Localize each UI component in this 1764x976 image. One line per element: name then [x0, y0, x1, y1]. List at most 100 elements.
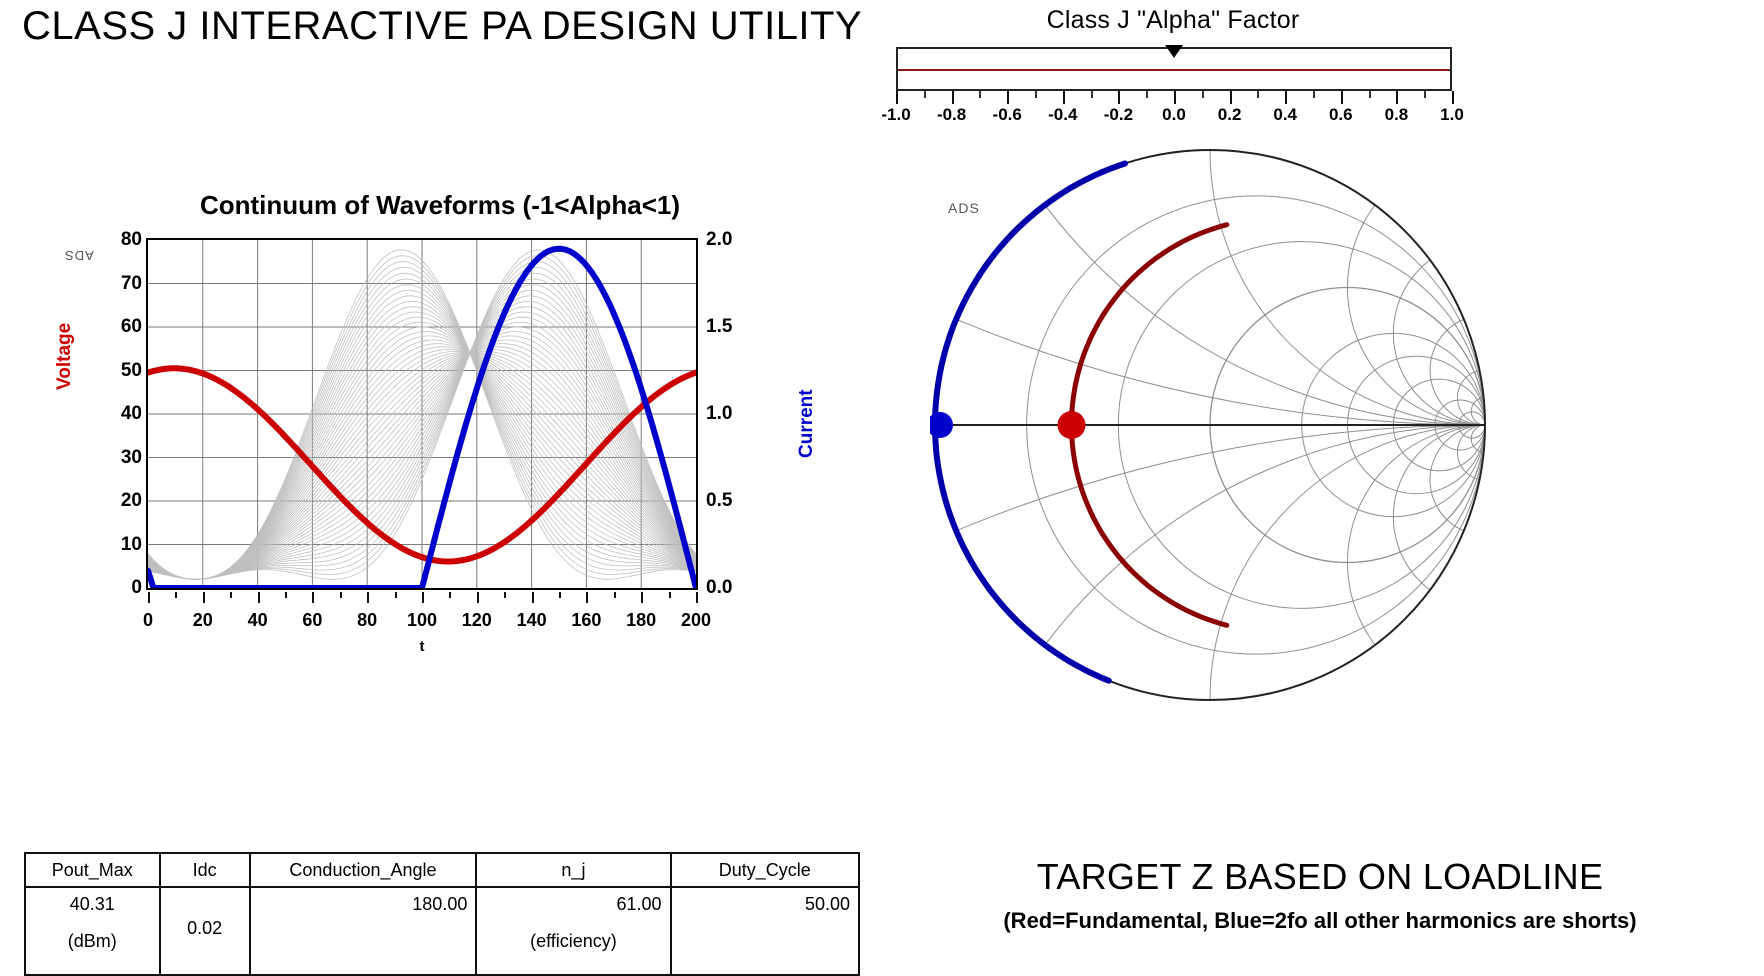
- smith-reactance-arc: [1392, 424, 1484, 609]
- alpha-tick-major: [1118, 91, 1121, 104]
- harmonic-trace: [931, 160, 1128, 684]
- x-axis-tick: [422, 592, 424, 603]
- x-axis-tick-minor: [175, 592, 178, 598]
- cell-duty-cycle: 50.00: [669, 886, 861, 976]
- x-axis-tick-minor: [230, 592, 233, 598]
- current-trace: [148, 245, 696, 588]
- alpha-tick-label: -0.8: [936, 105, 967, 124]
- alpha-tick-major: [1285, 91, 1288, 104]
- results-table: Pout_Max Idc Conduction_Angle n_j Duty_C…: [24, 852, 861, 976]
- x-axis-tick: [312, 592, 315, 603]
- y-axis-right-tick-label: 0.0: [706, 577, 733, 598]
- alpha-tick-label: 1.0: [1440, 105, 1464, 124]
- alpha-slider-redline: [898, 69, 1450, 71]
- x-axis-tick: [476, 592, 479, 603]
- target-z-block: TARGET Z BASED ON LOADLINE (Red=Fundamen…: [890, 856, 1750, 934]
- y-axis-left-tick-label: 60: [120, 316, 142, 337]
- alpha-tick-minor: [1146, 91, 1149, 98]
- alpha-tick-minor: [1090, 91, 1093, 98]
- alpha-tick-label: -0.6: [992, 105, 1022, 124]
- cell-conduction-angle: 180.00: [248, 886, 478, 976]
- alpha-tick-label: 0.8: [1384, 105, 1409, 124]
- alpha-tick-major: [1396, 91, 1399, 104]
- alpha-tick-major: [1174, 91, 1176, 104]
- smith-reactance-arc: [1457, 424, 1484, 481]
- cell-idc: 0.02: [158, 886, 251, 976]
- smith-chart-svg[interactable]: [927, 140, 1490, 720]
- alpha-factor-panel: Class J "Alpha" Factor -1.0 -0.8 -0.6 -0.4-…: [881, 6, 1464, 124]
- smith-reactance-arc: [936, 151, 1484, 426]
- alpha-tick-label: -1.0: [881, 105, 911, 124]
- x-axis-tick-label: 80: [357, 610, 378, 630]
- y-axis-left-tick-label: 10: [120, 533, 142, 555]
- y-axis-right-tick-label: 1.5: [706, 316, 733, 337]
- smith-reactance-arc: [1429, 314, 1484, 426]
- x-axis-tick-label: 0: [142, 610, 154, 630]
- x-axis-tick-label: 40: [247, 610, 268, 630]
- target-z-subtitle: (Red=Fundamental, Blue=2fo all other har…: [1003, 908, 1637, 933]
- alpha-tick-minor: [1201, 91, 1204, 98]
- alpha-slider[interactable]: -1.0 -0.8 -0.6 -0.4 -0.2 0.0 0.2 0.4 0.6 0.8 1.0: [881, 43, 1464, 124]
- x-axis-tick-minor: [339, 592, 342, 598]
- cell-n-j: 61.00 (efficiency): [475, 886, 672, 976]
- smith-reactance-arc: [1457, 369, 1484, 426]
- alpha-slider-tick-labels: -1.0 -0.8 -0.6 -0.4 -0.2 0.0 0.2 0.4 0.6 0.8 1.0: [881, 105, 1463, 129]
- y-axis-right-tick-label: 2.0: [706, 229, 733, 250]
- harmonic-marker[interactable]: [927, 412, 953, 438]
- y-axis-right-ticks: 2.0 1.5 1.0 0.5 0.0: [706, 229, 776, 598]
- x-axis-tick-minor: [449, 592, 452, 598]
- th-n-j: n_j: [475, 852, 672, 888]
- x-axis-tick: [531, 592, 534, 603]
- th-duty-cycle: Duty_Cycle: [669, 852, 861, 888]
- y-axis-left-tick-label: 50: [120, 359, 142, 381]
- x-axis-label: t: [419, 638, 425, 655]
- x-axis-tick: [367, 592, 370, 603]
- alpha-slider-ticks: [896, 91, 1454, 105]
- y-axis-left-label: Voltage: [54, 322, 75, 390]
- table-row: 40.31 (dBm) 0.02 180.00 61.00 (efficienc…: [24, 886, 861, 976]
- alpha-tick-minor: [979, 91, 982, 98]
- alpha-tick-label: 0.6: [1328, 105, 1353, 124]
- unit-pout-max: (dBm): [67, 931, 117, 951]
- x-axis-tick: [148, 592, 150, 603]
- unit-n-j: (efficiency): [530, 931, 617, 951]
- alpha-tick-label: 0.2: [1217, 105, 1242, 124]
- waveform-plot-canvas[interactable]: [146, 238, 698, 590]
- alpha-tick-label: 0.4: [1273, 105, 1298, 124]
- smith-reactance-arc: [1429, 424, 1484, 536]
- page-title: CLASS J INTERACTIVE PA DESIGN UTILITY: [22, 4, 863, 48]
- alpha-slider-thumb[interactable]: [1165, 45, 1183, 58]
- table-header-row: Pout_Max Idc Conduction_Angle n_j Duty_C…: [24, 852, 861, 888]
- x-axis-tick-minor: [285, 592, 287, 598]
- x-axis-tick-label: 160: [571, 610, 602, 630]
- alpha-tick-major: [1062, 91, 1065, 104]
- y-axis-left-tick-label: 40: [120, 403, 142, 424]
- alpha-tick-major: [1340, 91, 1343, 104]
- x-axis-tick-label: 60: [302, 610, 323, 630]
- alpha-tick-major: [1229, 91, 1232, 104]
- value-idc: 0.02: [187, 918, 223, 938]
- y-axis-left-tick-label: 0: [131, 577, 142, 598]
- alpha-tick-major: [1007, 91, 1010, 104]
- cell-pout-max: 40.31 (dBm): [24, 886, 161, 976]
- x-axis-tick-label: 100: [406, 610, 438, 630]
- alpha-tick-minor: [923, 91, 926, 98]
- x-axis-tick-minor: [559, 592, 561, 598]
- value-duty-cycle: 50.00: [804, 894, 850, 914]
- x-axis-tick-label: 180: [626, 610, 657, 630]
- x-axis-tick-label: 120: [461, 610, 492, 630]
- alpha-tick-label: 0.0: [1162, 105, 1186, 124]
- x-axis-tick-minor: [394, 592, 397, 598]
- continuum-trace: [148, 249, 696, 580]
- y-axis-left-tick-label: 70: [120, 272, 142, 294]
- smith-reactance-arc: [1470, 397, 1484, 426]
- smith-reactance-arc: [936, 151, 1484, 426]
- alpha-tick-minor: [1424, 91, 1427, 98]
- smith-chart-panel[interactable]: ADS: [927, 140, 1490, 720]
- x-axis-tick: [641, 592, 644, 603]
- smith-reactance-arc: [1347, 151, 1484, 426]
- x-axis-tick: [586, 592, 589, 603]
- smith-reactance-arc: [1209, 424, 1484, 699]
- smith-reactance-arc: [1392, 241, 1484, 426]
- fundamental-marker[interactable]: [1057, 411, 1086, 439]
